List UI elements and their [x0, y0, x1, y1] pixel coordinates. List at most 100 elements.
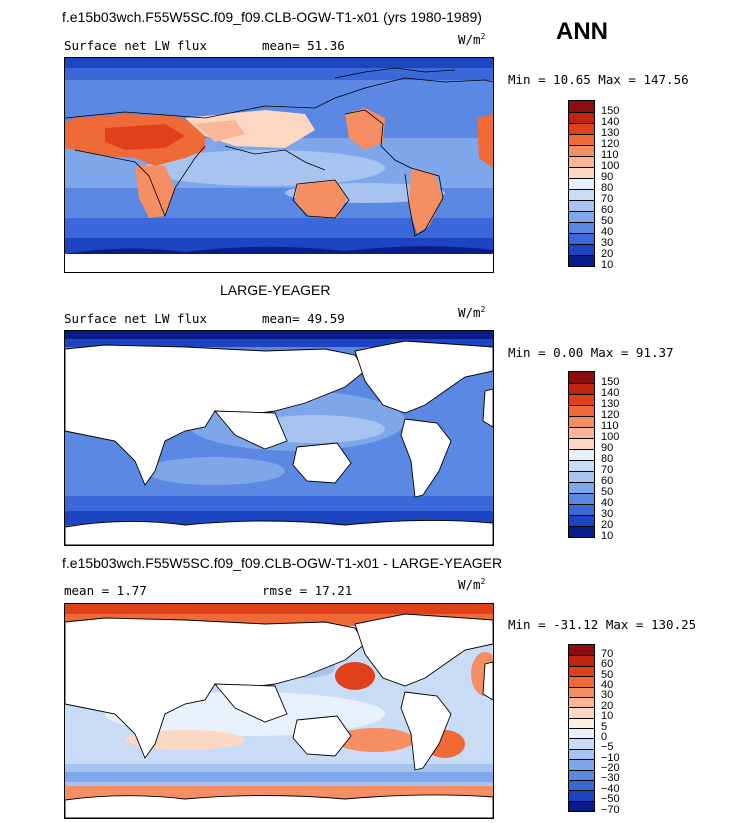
- colorbar-tick-label: 50: [601, 668, 614, 681]
- panel-2-minmax: Min = 0.00 Max = 91.37: [508, 345, 674, 360]
- colorbar-swatch: [569, 696, 594, 708]
- colorbar-swatch: [569, 233, 594, 244]
- panel-3-mean: mean = 1.77: [64, 583, 147, 598]
- panel-1-minmax: Min = 10.65 Max = 147.56: [508, 72, 689, 87]
- colorbar-swatch: [569, 427, 594, 438]
- colorbar-swatch: [569, 145, 594, 156]
- colorbar-tick-label: 70: [601, 647, 614, 660]
- colorbar-swatch: [569, 665, 594, 677]
- colorbar-swatch: [569, 504, 594, 515]
- colorbar-swatch: [569, 779, 594, 791]
- colorbar-swatch: [569, 759, 594, 770]
- colorbar-tick-label: 60: [601, 203, 614, 216]
- colorbar-swatch: [569, 394, 594, 405]
- colorbar-swatch: [569, 460, 594, 471]
- colorbar-swatch: [569, 676, 594, 687]
- colorbar-swatch: [569, 655, 594, 666]
- colorbar-tick-label: −30: [601, 772, 620, 785]
- panel-3-units: W/m2: [458, 577, 486, 593]
- colorbar-swatch: [569, 493, 594, 504]
- colorbar-tick-label: 150: [601, 375, 620, 388]
- colorbar-swatch: [569, 405, 594, 416]
- colorbar-swatch: [569, 222, 594, 233]
- colorbar-tick-label: 10: [601, 258, 614, 271]
- colorbar-swatch: [569, 123, 594, 134]
- colorbar-swatch: [569, 189, 594, 200]
- panel-3-title: f.e15b03wch.F55W5SC.f09_f09.CLB-OGW-T1-x…: [62, 555, 503, 571]
- colorbar-tick-label: 20: [601, 518, 614, 531]
- colorbar-swatch: [569, 515, 594, 526]
- colorbar-tick-label: 40: [601, 496, 614, 509]
- colorbar-tick-label: 120: [601, 408, 620, 421]
- colorbar-tick-label: −5: [601, 741, 614, 754]
- colorbar-tick-label: 30: [601, 236, 614, 249]
- panel-1-map: [64, 57, 494, 273]
- colorbar-tick-label: 130: [601, 397, 620, 410]
- colorbar-swatch: [569, 707, 594, 718]
- panel-1-colorbar: [568, 100, 595, 267]
- colorbar-tick-label: 20: [601, 247, 614, 260]
- colorbar-tick-label: 70: [601, 192, 614, 205]
- panel-2-title: LARGE-YEAGER: [220, 282, 331, 298]
- colorbar-tick-label: 50: [601, 485, 614, 498]
- panel-1-mean: mean= 51.36: [262, 38, 345, 53]
- colorbar-swatch: [569, 482, 594, 493]
- colorbar-tick-label: 70: [601, 463, 614, 476]
- panel-2-colorbar: [568, 371, 595, 538]
- colorbar-tick-label: 60: [601, 474, 614, 487]
- colorbar-swatch: [569, 112, 594, 123]
- colorbar-swatch: [569, 686, 594, 697]
- colorbar-tick-label: 110: [601, 419, 619, 432]
- panel-2-map: [64, 330, 494, 546]
- colorbar-tick-label: 150: [601, 104, 620, 117]
- colorbar-tick-label: 110: [601, 148, 619, 161]
- colorbar-tick-label: 100: [601, 159, 620, 172]
- colorbar-swatch: [569, 416, 594, 427]
- colorbar-swatch: [569, 372, 594, 383]
- panel-2-units: W/m2: [458, 305, 486, 321]
- colorbar-swatch: [569, 178, 594, 189]
- colorbar-tick-label: 90: [601, 441, 614, 454]
- colorbar-swatch: [569, 738, 594, 749]
- colorbar-tick-label: 120: [601, 137, 620, 150]
- colorbar-tick-label: 130: [601, 126, 620, 139]
- colorbar-swatch: [569, 748, 594, 760]
- colorbar-tick-label: 80: [601, 452, 614, 465]
- colorbar-tick-label: 50: [601, 214, 614, 227]
- colorbar-swatch: [569, 790, 594, 801]
- colorbar-tick-label: 30: [601, 507, 614, 520]
- colorbar-tick-label: 10: [601, 529, 614, 542]
- colorbar-tick-label: −40: [601, 782, 620, 795]
- colorbar-tick-label: −70: [601, 803, 620, 816]
- season-label: ANN: [556, 18, 608, 45]
- colorbar-swatch: [569, 717, 594, 728]
- colorbar-swatch: [569, 156, 594, 167]
- colorbar-tick-label: −20: [601, 762, 620, 774]
- panel-2-mean: mean= 49.59: [262, 311, 345, 326]
- colorbar-tick-label: −50: [601, 793, 620, 806]
- colorbar-tick-label: 5: [601, 720, 608, 733]
- colorbar-swatch: [569, 134, 594, 145]
- colorbar-swatch: [569, 244, 594, 255]
- colorbar-tick-label: 90: [601, 170, 614, 183]
- colorbar-swatch: [569, 728, 594, 739]
- panel-3-map: [64, 603, 494, 819]
- colorbar-tick-label: 140: [601, 386, 620, 399]
- colorbar-tick-label: 80: [601, 181, 614, 194]
- panel-1-title: f.e15b03wch.F55W5SC.f09_f09.CLB-OGW-T1-x…: [62, 9, 482, 25]
- colorbar-swatch: [569, 101, 594, 112]
- colorbar-tick-label: 30: [601, 689, 614, 702]
- colorbar-tick-label: 10: [601, 710, 614, 723]
- colorbar-tick-label: 140: [601, 115, 620, 128]
- panel-3-rmse: rmse = 17.21: [262, 583, 353, 598]
- colorbar-swatch: [569, 471, 594, 482]
- colorbar-tick-label: −10: [601, 751, 620, 764]
- panel-3-minmax: Min = -31.12 Max = 130.25: [508, 617, 697, 632]
- colorbar-swatch: [569, 438, 594, 449]
- panel-1-units: W/m2: [458, 32, 486, 48]
- colorbar-swatch: [569, 383, 594, 394]
- colorbar-swatch: [569, 211, 594, 222]
- colorbar-swatch: [569, 526, 594, 537]
- colorbar-tick-label: 40: [601, 679, 614, 691]
- panel-2-variable: Surface net LW flux: [64, 311, 207, 326]
